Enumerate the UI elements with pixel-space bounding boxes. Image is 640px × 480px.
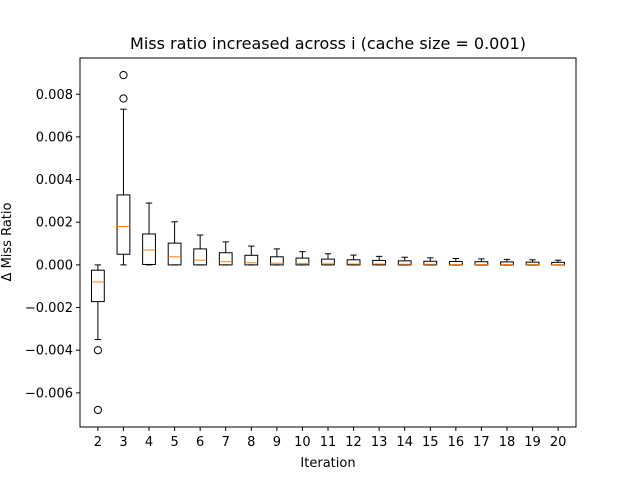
outlier-point xyxy=(93,405,102,415)
box xyxy=(372,259,387,266)
x-tick-label: 5 xyxy=(170,435,178,450)
x-tick-label: 13 xyxy=(371,435,388,450)
x-axis-label: Iteration xyxy=(300,456,355,471)
box-group-2 xyxy=(91,264,105,415)
box-group-20 xyxy=(551,259,565,266)
y-axis-label: Δ Miss Ratio xyxy=(0,203,15,282)
box xyxy=(167,242,182,266)
box-group-13 xyxy=(372,255,387,266)
x-tick-label: 20 xyxy=(550,435,567,450)
x-tick-label: 8 xyxy=(247,435,255,450)
box-group-12 xyxy=(346,254,361,266)
x-axis: 2 3 4 5 6 7 8 9 10 11 12 13 14 15 16 17 18 19 20 xyxy=(94,427,567,450)
box-group-14 xyxy=(397,256,412,266)
x-tick-label: 12 xyxy=(345,435,362,450)
x-tick-label: 10 xyxy=(294,435,311,450)
x-tick-label: 15 xyxy=(422,435,439,450)
box-group-4 xyxy=(142,202,156,266)
x-tick-label: 4 xyxy=(145,435,153,450)
outlier-point xyxy=(119,70,128,80)
plot-area xyxy=(91,70,565,415)
y-tick-label: 0.006 xyxy=(36,130,73,145)
box-group-16 xyxy=(448,257,463,266)
x-tick-label: 11 xyxy=(320,435,337,450)
box-group-6 xyxy=(193,234,208,266)
y-tick-label: 0.004 xyxy=(36,173,73,188)
x-tick-label: 14 xyxy=(396,435,413,450)
y-tick-label: −0.002 xyxy=(25,301,73,316)
chart-title: Miss ratio increased across i (cache siz… xyxy=(130,34,526,53)
x-tick-label: 7 xyxy=(222,435,230,450)
x-tick-label: 18 xyxy=(499,435,516,450)
box xyxy=(321,258,335,266)
box-group-11 xyxy=(321,253,335,266)
box-group-18 xyxy=(500,258,514,266)
box-group-5 xyxy=(167,221,182,266)
box-group-7 xyxy=(218,241,233,266)
x-tick-label: 3 xyxy=(119,435,127,450)
x-tick-label: 19 xyxy=(524,435,541,450)
box-group-10 xyxy=(295,251,310,266)
box xyxy=(295,257,310,266)
y-tick-label: 0.008 xyxy=(36,88,73,103)
box-group-8 xyxy=(244,245,259,266)
y-tick-label: −0.006 xyxy=(25,386,73,401)
outlier-point xyxy=(119,94,128,103)
y-tick-label: 0.000 xyxy=(36,258,73,273)
plot-frame xyxy=(79,57,577,428)
x-tick-label: 17 xyxy=(473,435,490,450)
y-tick-label: 0.002 xyxy=(36,216,73,231)
x-tick-label: 2 xyxy=(94,435,102,450)
y-tick-label: −0.004 xyxy=(25,344,73,359)
y-axis: −0.006 −0.004 −0.002 0.000 0.002 0.004 0.006 0.… xyxy=(25,88,80,401)
box-group-17 xyxy=(474,258,489,266)
x-tick-label: 6 xyxy=(196,435,204,450)
box xyxy=(193,248,208,266)
box xyxy=(423,260,438,266)
box xyxy=(397,260,412,266)
box-group-19 xyxy=(525,259,540,266)
box xyxy=(244,254,259,266)
box xyxy=(142,233,156,265)
box xyxy=(218,252,233,266)
box-group-9 xyxy=(269,248,284,266)
box-group-15 xyxy=(423,257,438,266)
box xyxy=(116,194,131,255)
x-tick-label: 16 xyxy=(448,435,465,450)
box-group-3 xyxy=(116,70,131,266)
outlier-point xyxy=(93,346,102,355)
box xyxy=(269,256,284,266)
box xyxy=(91,269,105,303)
box xyxy=(346,259,361,266)
x-tick-label: 9 xyxy=(273,435,281,450)
